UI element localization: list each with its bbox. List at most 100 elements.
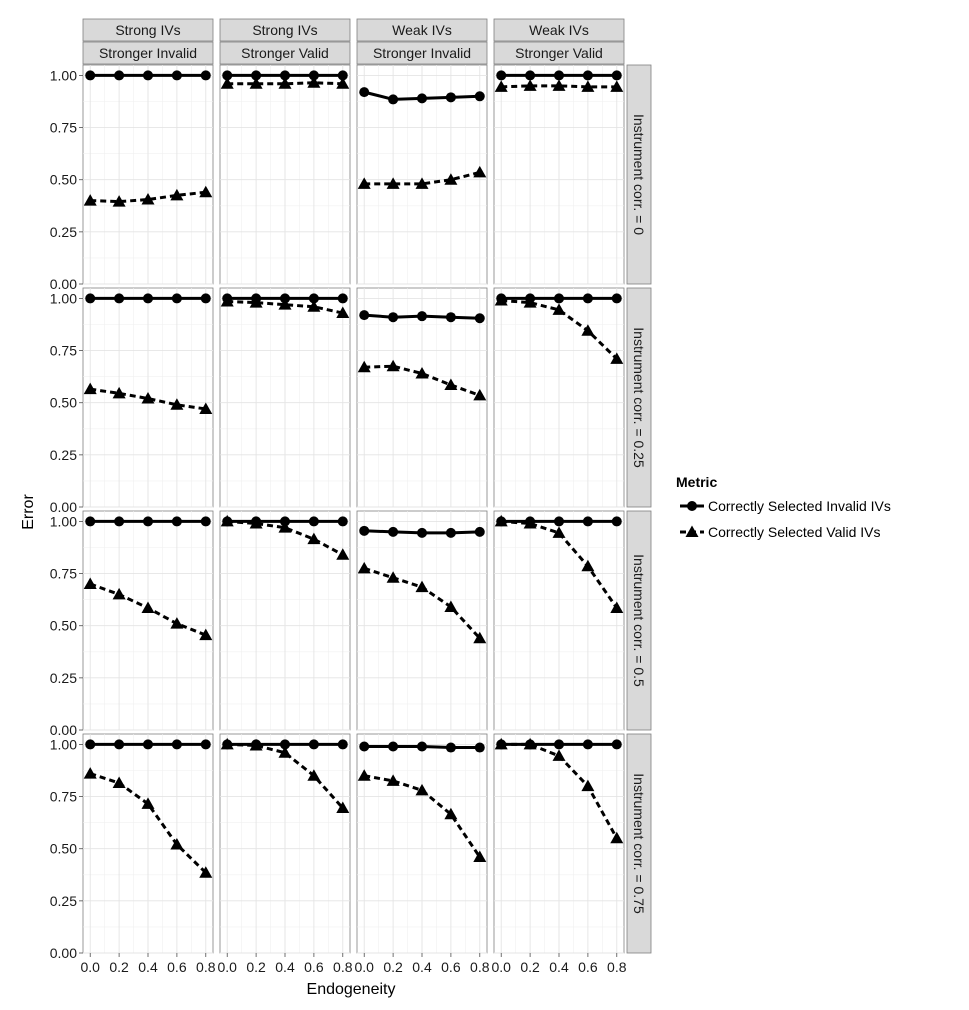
x-tick-label: 0.6 xyxy=(167,959,187,975)
point-valid xyxy=(336,306,350,319)
strip-bottom-label-0: Stronger Invalid xyxy=(99,45,197,61)
strip-bottom-bg-3 xyxy=(493,41,625,65)
panel-r3-c2 xyxy=(356,733,488,954)
y-tick-label: 1.00 xyxy=(50,290,77,306)
point-valid xyxy=(581,324,595,336)
point-valid xyxy=(386,571,400,583)
y-tick-label: 0.50 xyxy=(50,841,77,857)
y-tick-label: 0.25 xyxy=(50,670,77,686)
panel-r2-c0 xyxy=(82,510,214,731)
strip-bottom-label-1: Stronger Valid xyxy=(241,45,329,61)
series-line-valid xyxy=(227,742,344,810)
y-tick-label: 0.75 xyxy=(50,120,77,136)
point-valid xyxy=(112,776,126,789)
point-valid xyxy=(336,801,350,814)
point-valid xyxy=(552,79,566,91)
point-invalid xyxy=(143,516,153,527)
x-tick-label: 0.4 xyxy=(549,959,569,975)
legend-item-invalid: Correctly Selected Invalid IVs xyxy=(680,498,891,514)
point-valid xyxy=(220,77,234,89)
point-invalid xyxy=(445,527,456,538)
panel-r1-c2 xyxy=(356,287,488,508)
panel-r0-c0 xyxy=(82,64,214,285)
point-valid xyxy=(415,580,429,593)
point-valid xyxy=(444,378,458,390)
point-valid xyxy=(220,514,234,527)
point-invalid xyxy=(251,70,262,81)
point-valid xyxy=(336,77,350,89)
series-line-valid xyxy=(227,519,344,557)
point-valid xyxy=(552,526,566,538)
row-strips: Instrument corr. = 0 Instrument corr. = 0… xyxy=(626,64,652,954)
x-tick-label: 0.0 xyxy=(80,959,100,975)
panel-r3-c3 xyxy=(493,733,625,954)
y-tick-label: 1.00 xyxy=(50,736,77,752)
point-valid xyxy=(610,80,624,92)
panels xyxy=(82,64,625,954)
point-valid xyxy=(444,600,458,612)
point-invalid xyxy=(554,293,564,304)
panel-r0-c2 xyxy=(356,64,488,285)
point-invalid xyxy=(359,741,370,752)
point-valid xyxy=(83,767,97,779)
point-valid xyxy=(357,360,371,373)
point-valid xyxy=(415,367,429,379)
point-valid xyxy=(386,177,400,189)
point-valid xyxy=(581,779,595,792)
panel-r3-c1 xyxy=(219,733,351,954)
point-valid xyxy=(199,185,213,198)
point-valid xyxy=(199,402,213,414)
point-valid xyxy=(249,296,263,308)
strip-top-label-3: Weak IVs xyxy=(529,22,589,38)
point-invalid xyxy=(359,310,370,321)
x-tick-label: 0.4 xyxy=(412,959,432,975)
strip-bottom-label-3: Stronger Valid xyxy=(515,45,603,61)
point-invalid xyxy=(554,70,564,81)
point-valid xyxy=(523,296,537,308)
point-invalid xyxy=(143,739,153,750)
x-tick-label: 0.6 xyxy=(578,959,598,975)
point-valid xyxy=(523,79,537,91)
point-invalid xyxy=(143,293,153,304)
point-invalid xyxy=(611,516,622,527)
point-valid xyxy=(249,738,263,751)
point-valid xyxy=(357,769,371,781)
row-strip-label-2: Instrument corr. = 0.5 xyxy=(631,554,647,687)
strip-top-label-1: Strong IVs xyxy=(252,22,317,38)
point-invalid xyxy=(171,739,182,750)
point-invalid xyxy=(308,739,319,750)
legend-item-valid: Correctly Selected Valid IVs xyxy=(680,524,880,540)
point-invalid xyxy=(388,741,399,752)
x-tick-label: 0.8 xyxy=(196,959,216,975)
y-tick-label: 0.25 xyxy=(50,893,77,909)
point-valid xyxy=(220,737,234,750)
point-valid xyxy=(307,76,321,88)
point-valid xyxy=(386,359,400,372)
point-invalid xyxy=(337,739,348,750)
point-invalid xyxy=(200,293,211,304)
strip-top-bg-1 xyxy=(219,18,351,42)
point-invalid xyxy=(114,293,125,304)
series-line-valid xyxy=(501,519,619,609)
strip-top-label-0: Strong IVs xyxy=(115,22,180,38)
x-axis-title: Endogeneity xyxy=(307,981,396,998)
panel-r3-c0 xyxy=(82,733,214,954)
point-invalid xyxy=(417,741,427,752)
point-valid xyxy=(170,617,184,629)
x-tick-label: 0.0 xyxy=(217,959,237,975)
x-tick-label: 0.2 xyxy=(109,959,129,975)
x-tick-label: 0.6 xyxy=(441,959,461,975)
row-strip-bg-2 xyxy=(626,510,652,731)
x-tick-label: 0.2 xyxy=(520,959,540,975)
point-invalid xyxy=(200,739,211,750)
point-invalid xyxy=(554,739,564,750)
point-valid xyxy=(141,601,155,613)
point-valid xyxy=(357,177,371,189)
point-valid xyxy=(610,601,624,613)
y-tick-label: 1.00 xyxy=(50,67,77,83)
row-strip-label-1: Instrument corr. = 0.25 xyxy=(631,327,647,468)
panel-r2-c1 xyxy=(219,510,351,731)
strip-top-label-2: Weak IVs xyxy=(392,22,452,38)
point-valid xyxy=(523,737,537,750)
